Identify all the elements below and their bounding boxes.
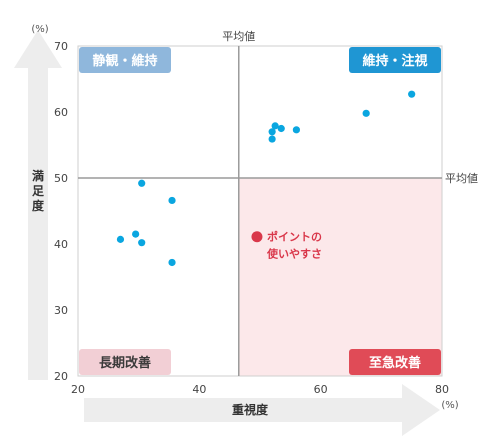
- quadrant-label-bottom-right: 至急改善: [349, 349, 441, 375]
- y-tick-label: 20: [54, 370, 68, 383]
- quadrant-label-bottom-left-box: [79, 349, 171, 375]
- scatter-point: [268, 128, 276, 136]
- x-average-label: 平均値: [222, 30, 255, 43]
- scatter-point: [138, 179, 146, 187]
- scatter-point: [408, 90, 416, 98]
- y-tick-label: 30: [54, 304, 68, 317]
- y-unit-label: (%): [31, 24, 48, 35]
- scatter-point: [277, 124, 285, 133]
- y-tick-label: 40: [54, 238, 68, 251]
- scatter-point: [168, 196, 176, 205]
- quadrant-label-top-left: 静観・維持: [79, 47, 171, 73]
- y-tick-label: 60: [54, 106, 68, 119]
- highlight-point: [251, 231, 263, 243]
- quadrant-label-top-right-box: [349, 47, 441, 73]
- data-points: [116, 90, 416, 267]
- scatter-point: [268, 135, 276, 143]
- y-axis-arrow: [14, 30, 62, 380]
- x-axis-title: 重視度: [232, 402, 269, 417]
- scatter-point: [362, 109, 370, 117]
- scatter-point: [292, 126, 300, 134]
- x-tick-label: 60: [314, 383, 328, 396]
- y-tick-label: 70: [54, 40, 68, 53]
- y-axis-title: 満足度: [32, 168, 45, 213]
- quadrant-label-bottom-right-text: 至急改善: [369, 355, 421, 371]
- x-tick-label: 40: [192, 383, 206, 396]
- quadrant-bottom-right-area: [238, 178, 442, 376]
- scatter-point: [116, 235, 125, 243]
- highlight-label-line2: 使いやすさ: [266, 247, 322, 261]
- y-axis-title-text: 満足度: [32, 168, 45, 213]
- x-axis-arrow: [84, 384, 440, 436]
- quadrant-label-top-right-text: 維持・注視: [362, 53, 427, 69]
- quadrant-label-top-left-box: [79, 47, 171, 73]
- x-tick-label: 20: [71, 383, 85, 396]
- quadrant-label-bottom-right-box: [349, 349, 441, 375]
- scatter-point: [271, 122, 279, 130]
- quadrant-label-top-right: 維持・注視: [349, 47, 441, 73]
- x-tick-labels: 20 40 60 80: [71, 383, 449, 396]
- quadrant-label-top-left-text: 静観・維持: [92, 53, 157, 69]
- scatter-point: [168, 258, 176, 267]
- y-tick-label: 50: [54, 172, 68, 185]
- quadrant-label-bottom-left: 長期改善: [79, 349, 171, 375]
- plot-frame: [77, 45, 443, 377]
- x-unit-label: (%): [441, 400, 458, 411]
- scatter-point: [132, 230, 140, 238]
- y-tick-labels: 20 30 40 50 60 70: [54, 40, 68, 383]
- x-tick-label: 80: [435, 383, 449, 396]
- scatter-point: [138, 239, 146, 247]
- quadrant-label-bottom-left-text: 長期改善: [99, 355, 151, 371]
- highlight-label-line1: ポイントの: [267, 230, 322, 244]
- y-average-label: 平均値: [445, 172, 478, 185]
